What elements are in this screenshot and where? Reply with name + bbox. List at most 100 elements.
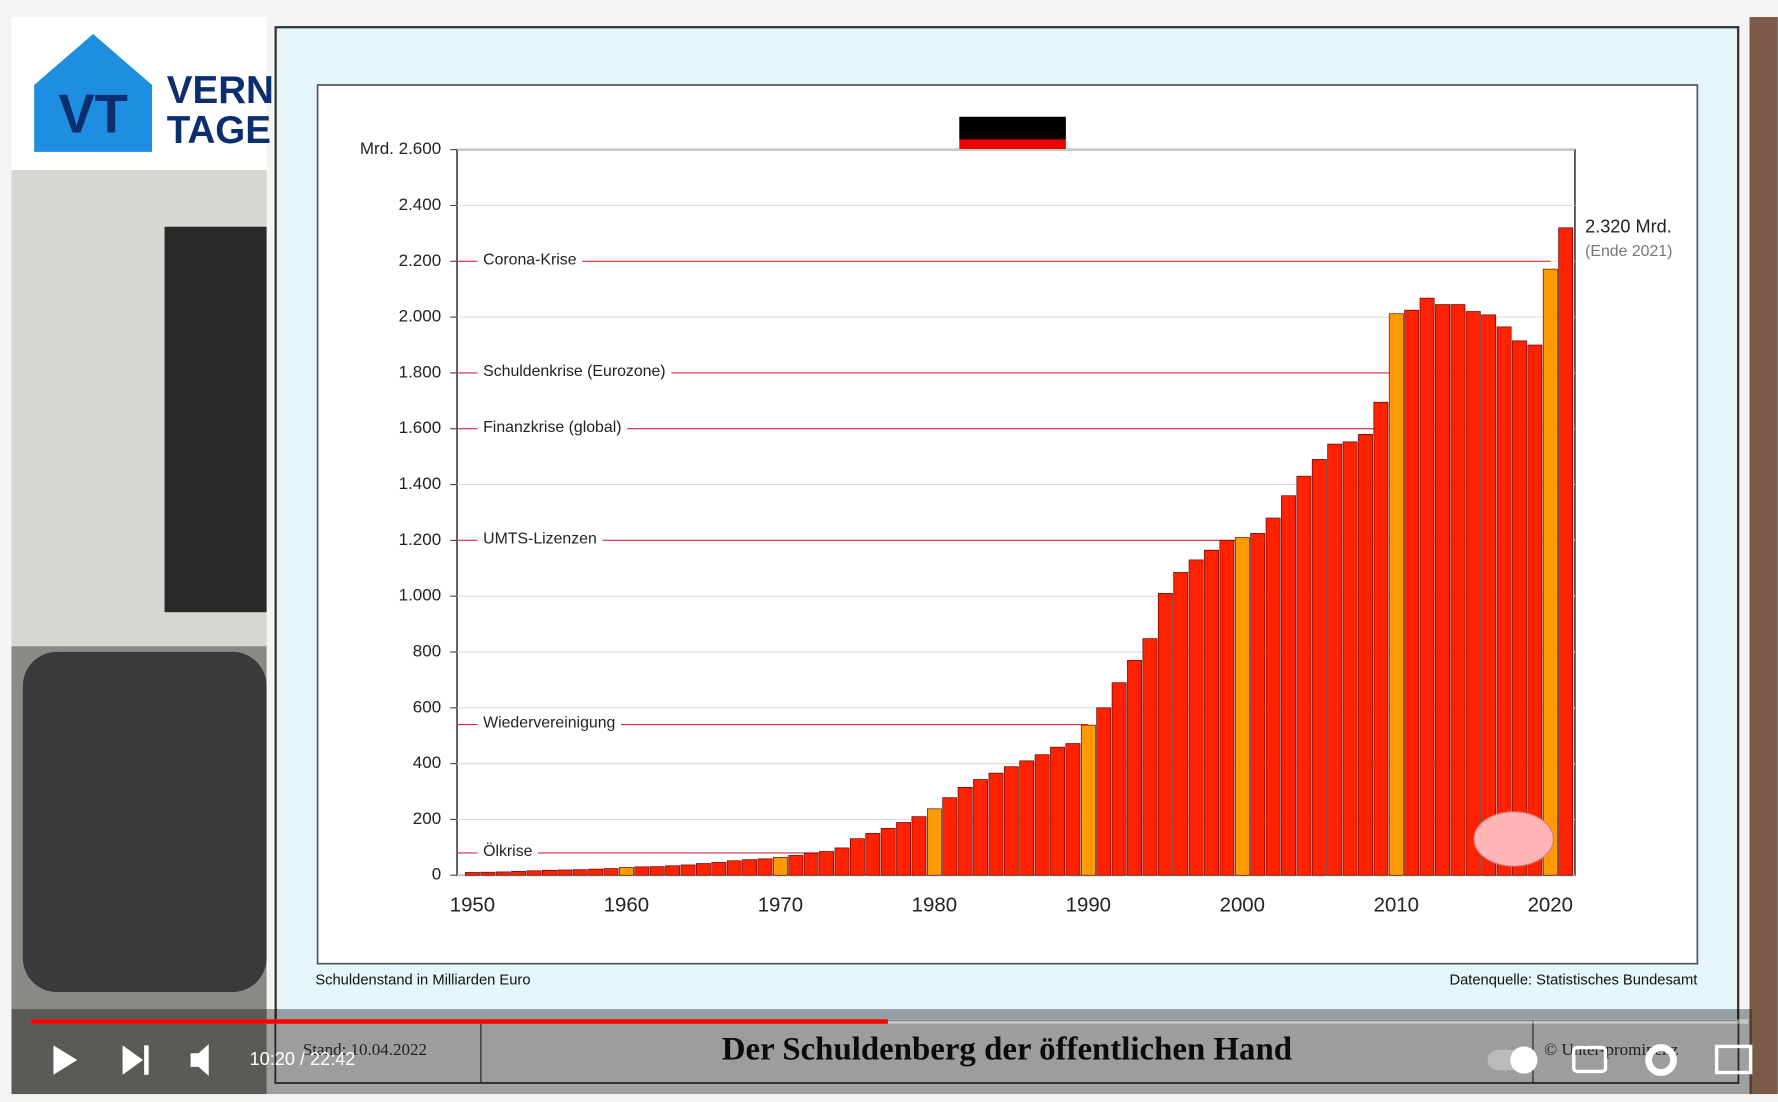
bar	[695, 863, 711, 876]
annotation-bg	[477, 530, 603, 551]
bar	[1281, 495, 1296, 876]
bar	[788, 855, 804, 876]
bar	[1358, 433, 1373, 876]
logo-icon	[34, 34, 153, 152]
bar	[511, 871, 527, 876]
subtitles-button[interactable]	[1572, 1045, 1608, 1074]
bar	[557, 869, 573, 876]
bar	[603, 868, 619, 876]
y-tick-label: 1.200	[399, 530, 442, 549]
bar	[1496, 326, 1512, 876]
y-tick-label: 1.600	[399, 418, 442, 437]
volume-button[interactable]	[190, 1044, 209, 1076]
webcam-right	[1749, 17, 1778, 1095]
flag-black	[959, 116, 1066, 140]
x-tick-label: 2000	[1220, 894, 1265, 916]
bar	[803, 852, 819, 876]
bar	[896, 822, 911, 876]
bar	[526, 870, 542, 876]
bar	[572, 869, 588, 876]
bar	[1204, 549, 1219, 876]
annotation-label: UMTS-Lizenzen	[483, 530, 597, 547]
bar	[1435, 304, 1450, 876]
bar	[942, 797, 958, 876]
window	[164, 226, 267, 613]
bar	[634, 866, 650, 876]
progress-track[interactable]	[30, 1019, 1749, 1024]
x-tick-label: 1990	[1066, 894, 1111, 916]
bar	[649, 866, 665, 876]
bar	[1450, 304, 1466, 876]
y-tick-label: 2.400	[399, 195, 442, 214]
autoplay-knob[interactable]	[1510, 1046, 1538, 1074]
bar	[1512, 340, 1527, 876]
bar	[1373, 401, 1389, 876]
bar	[772, 857, 788, 876]
bar	[1096, 707, 1112, 876]
bar	[973, 779, 988, 876]
bar	[1404, 309, 1420, 876]
logo-text: VERN	[167, 69, 274, 112]
bar	[1003, 766, 1019, 876]
y-tick-label: 800	[413, 641, 441, 660]
logo-text: TAGE	[167, 109, 271, 152]
end-label: 2.320 Mrd.	[1585, 217, 1672, 237]
bar	[588, 868, 604, 876]
bar	[665, 865, 681, 876]
plot-area	[456, 148, 1576, 877]
slide-title: Der Schuldenberg der öffentlichen Hand	[722, 1032, 1292, 1068]
x-tick-label: 1980	[912, 894, 957, 916]
bar	[1327, 443, 1343, 876]
bar	[1127, 660, 1142, 876]
bar	[618, 867, 634, 876]
y-tick-label: 1.000	[399, 586, 442, 605]
x-tick-label: 2010	[1374, 894, 1419, 916]
bar	[1342, 441, 1358, 876]
next-button[interactable]	[122, 1045, 149, 1075]
y-tick-label: 1.400	[399, 474, 442, 493]
annotation-label: Corona-Krise	[483, 251, 577, 268]
bar	[819, 851, 835, 876]
settings-button[interactable]	[1645, 1044, 1677, 1076]
x-tick-label: 1970	[758, 894, 803, 916]
bar	[988, 772, 1004, 876]
bar	[1142, 638, 1158, 876]
annotation-bg	[477, 418, 628, 439]
bar	[726, 860, 742, 876]
annotation-label: Finanzkrise (global)	[483, 419, 621, 436]
bar	[880, 828, 896, 876]
progress-played[interactable]	[30, 1019, 888, 1024]
bar	[849, 838, 865, 876]
bar	[1542, 268, 1558, 876]
annotation-label: Schuldenkrise (Eurozone)	[483, 363, 665, 380]
bar	[1050, 746, 1065, 876]
annotation-bg	[477, 714, 622, 735]
miniplayer-button[interactable]	[1714, 1044, 1753, 1075]
x-tick-label: 2020	[1528, 894, 1573, 916]
bar	[1388, 313, 1404, 876]
end-note: (Ende 2021)	[1585, 243, 1672, 260]
slide-copyright: © Unter-prominenz	[1544, 1040, 1678, 1059]
bar	[1219, 540, 1235, 876]
play-button[interactable]	[53, 1045, 78, 1075]
x-tick-label: 1960	[604, 894, 649, 916]
bar	[1034, 754, 1050, 876]
annotation-bg	[477, 842, 539, 864]
bar	[495, 871, 511, 876]
bar	[865, 833, 881, 876]
bar	[1019, 760, 1035, 876]
bar	[1481, 314, 1497, 876]
bar	[1527, 344, 1543, 876]
y-tick-label: 400	[413, 753, 441, 772]
annotation-bg	[477, 362, 672, 384]
y-tick-label: Mrd. 2.600	[360, 139, 441, 158]
bar	[1296, 475, 1312, 876]
bar	[1311, 459, 1327, 876]
bar	[742, 859, 758, 876]
annotation-bg	[477, 251, 583, 272]
bar	[834, 847, 850, 876]
bar	[1265, 517, 1281, 876]
y-tick-label: 600	[413, 697, 441, 716]
bar	[1465, 311, 1481, 876]
